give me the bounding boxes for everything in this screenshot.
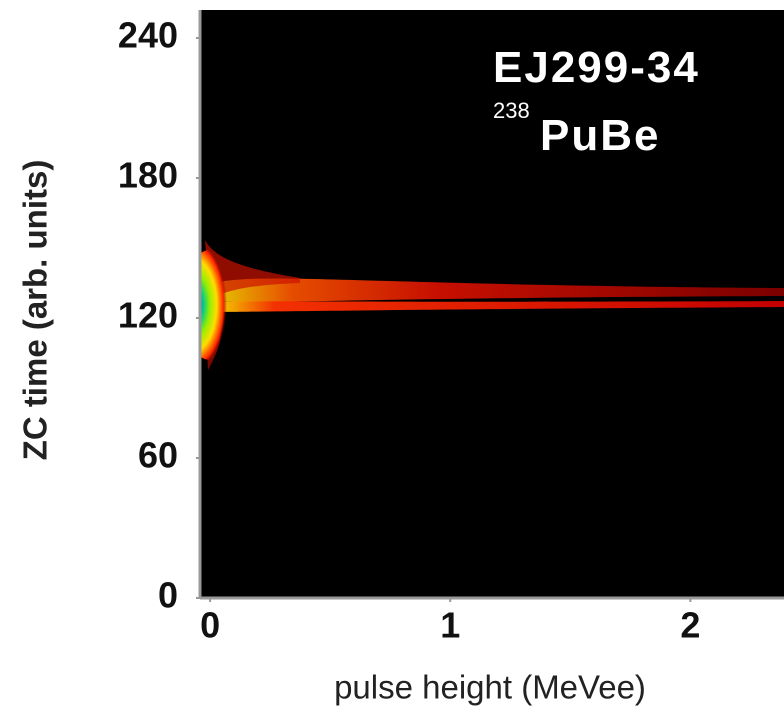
y-tick-label: 240 xyxy=(118,15,178,56)
density-band xyxy=(205,278,784,302)
x-tick-label: 2 xyxy=(680,605,700,646)
annotation-superscript: 238 xyxy=(493,98,530,123)
x-axis-title: pulse height (MeVee) xyxy=(334,669,646,706)
y-tick-label: 180 xyxy=(118,155,178,196)
y-tick-label: 0 xyxy=(158,575,178,616)
x-tick-label: 0 xyxy=(200,605,220,646)
density-band xyxy=(205,301,784,312)
annotation: EJ299-34 xyxy=(493,43,700,92)
density-core xyxy=(200,250,238,360)
density xyxy=(200,240,784,370)
y-axis-title: ZC time (arb. units) xyxy=(17,160,54,461)
x-tick-label: 1 xyxy=(440,605,460,646)
y-tick-label: 120 xyxy=(118,295,178,336)
annotation: PuBe xyxy=(540,111,660,160)
y-tick-label: 60 xyxy=(138,435,178,476)
